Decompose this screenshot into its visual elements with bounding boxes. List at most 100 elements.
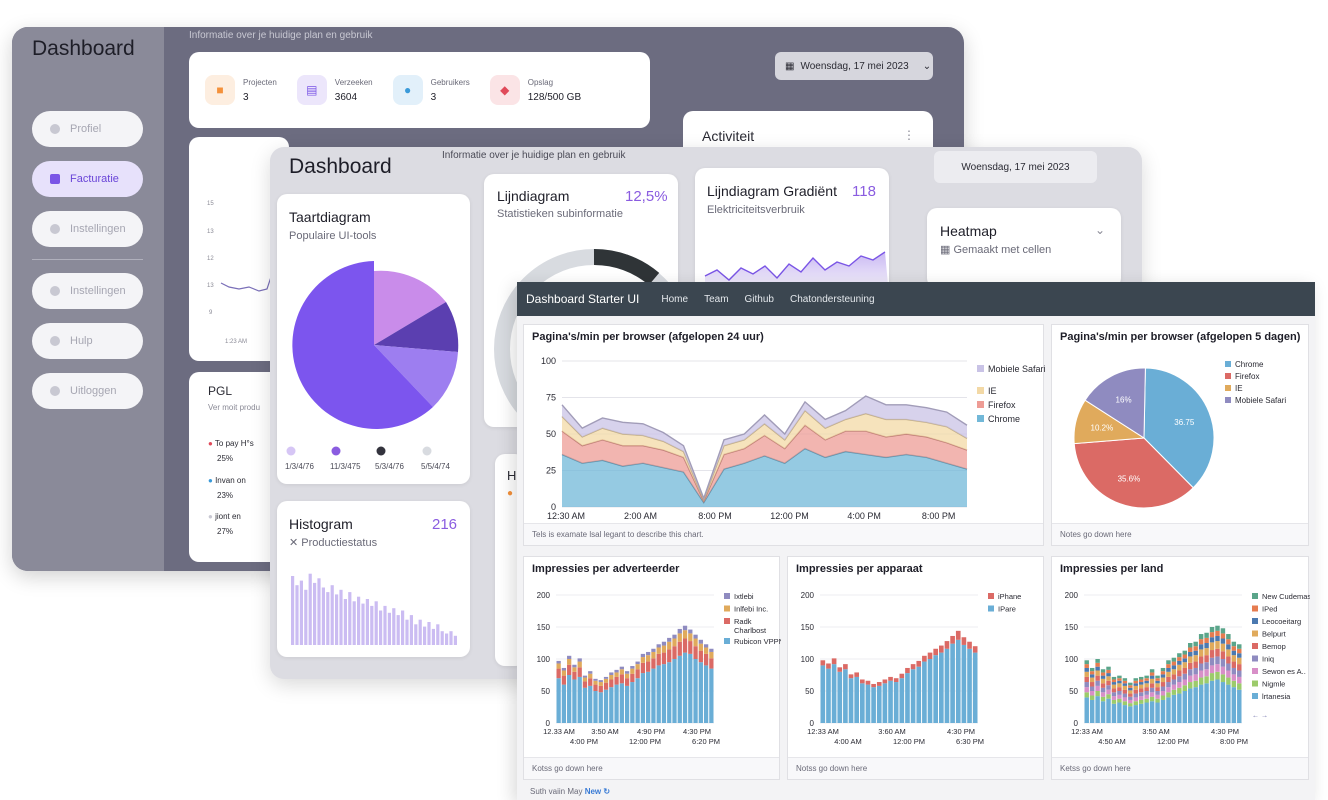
histogram-bar (440, 631, 444, 645)
bar-segment (1111, 688, 1117, 693)
bar-segment (1166, 660, 1171, 665)
bar-segment (1215, 656, 1220, 665)
bar-segment (567, 659, 572, 665)
bar-segment (672, 638, 677, 647)
bar-segment (598, 685, 603, 693)
bar-segment (593, 678, 598, 681)
sidebar-item-label: Profiel (70, 123, 102, 135)
legend-label: iPhane (998, 592, 1021, 601)
histogram-bar (291, 576, 295, 645)
bar-segment (667, 637, 672, 642)
bar-segment (1149, 687, 1155, 693)
date-label[interactable]: Woensdag, 17 mei 2023 (934, 151, 1097, 183)
bar-segment (703, 647, 709, 654)
bar-segment (1149, 701, 1155, 723)
bar-segment (561, 667, 567, 671)
bar-segment (1138, 679, 1144, 683)
bar-segment (1177, 687, 1182, 694)
bar-segment (661, 645, 667, 653)
sidebar-item-uitloggen[interactable]: Uitloggen (32, 373, 143, 409)
bar-segment (619, 669, 624, 675)
chevron-down-icon[interactable]: ⌄ (1095, 223, 1106, 237)
footer-link[interactable]: New ↻ (584, 787, 611, 796)
y-tick-label: 50 (805, 687, 814, 696)
bar-segment (588, 671, 593, 674)
bar-segment (1100, 675, 1106, 679)
bar-segment (1166, 682, 1171, 688)
bar-segment (614, 676, 619, 685)
histogram-bar (370, 605, 374, 645)
bar-segment (1188, 669, 1193, 676)
bar-segment (1171, 674, 1177, 680)
bar-segment (1204, 643, 1209, 649)
card-title: PGL (208, 384, 233, 398)
sidebar-item-profiel[interactable]: Profiel (32, 111, 143, 147)
bar-segment (1193, 674, 1198, 681)
sidebar-item-facturatie[interactable]: Facturatie (32, 161, 143, 197)
bar-segment (967, 648, 972, 723)
bar-segment (1171, 669, 1177, 675)
footer: Suth vaiin May New ↻ (530, 787, 610, 796)
more-icon[interactable]: ⋮ (903, 128, 915, 142)
bar-segment (1220, 643, 1226, 652)
bar-chart: 0 50 100 150 200 12:33 AM 3:50 AM 4:30 PM 4:50 A… (1065, 591, 1310, 746)
sidebar-item-instellingen[interactable]: Instellingen (32, 211, 143, 247)
histogram-bar (445, 633, 449, 645)
bar-segment (1133, 680, 1138, 684)
bar-segment (888, 680, 893, 723)
bar-segment (556, 660, 561, 664)
legend-label: IPed (1262, 605, 1277, 614)
bar-segment (1122, 693, 1128, 698)
bar-segment (955, 639, 961, 723)
bar-segment (1160, 671, 1166, 675)
bar-segment (939, 652, 944, 723)
close-icon: ✕ (289, 537, 302, 549)
pie-chart: 1/3/4/76 11/3/475 5/3/4/76 5/5/4/74 (285, 261, 459, 471)
x-tick-label: 12:33 AM (807, 727, 839, 736)
bar-segment (1182, 679, 1188, 686)
y-tick-label: 50 (1069, 687, 1078, 696)
bar-segment (1149, 692, 1155, 697)
sidebar-item-hulp[interactable]: Hulp (32, 323, 143, 359)
sidebar-item-instellingen-2[interactable]: Instellingen (32, 273, 143, 309)
bar-segment (709, 668, 714, 723)
bar-segment (860, 683, 865, 723)
card-title: Histogram (289, 516, 353, 532)
stat-value: 3604 (334, 91, 358, 103)
bar-segment (603, 689, 609, 723)
bar-segment (698, 662, 703, 723)
nav-chatondersteuning[interactable]: Chatondersteuning (790, 293, 875, 305)
area-series (562, 396, 967, 500)
date-picker[interactable]: ▦ Woensdag, 17 mei 2023 ⌄ (775, 52, 933, 80)
bar-segment (1166, 697, 1171, 723)
bar-segment (1128, 706, 1133, 723)
bar-segment (614, 669, 619, 673)
bar-segment (677, 641, 682, 656)
bar-segment (1133, 697, 1138, 702)
bar-segment (860, 679, 865, 684)
chevron-down-icon: ⌄ (922, 60, 932, 72)
histogram-bar (423, 626, 427, 645)
nav-home[interactable]: Home (661, 293, 689, 305)
bar-segment (1193, 650, 1198, 656)
bar-segment (1144, 683, 1149, 688)
bar-segment (1171, 684, 1177, 690)
nav-team[interactable]: Team (704, 293, 729, 305)
bar-segment (1193, 667, 1198, 675)
legend-dot (422, 446, 432, 456)
nav-github[interactable]: Github (744, 293, 774, 305)
bar-segment (1160, 686, 1166, 691)
x-tick-label: 1:23 AM (225, 339, 247, 345)
bar-segment (1111, 703, 1117, 723)
logout-icon (50, 386, 60, 396)
brand-title[interactable]: Dashboard Starter UI (526, 292, 640, 306)
bar-segment (1220, 682, 1226, 723)
bar-segment (1220, 666, 1226, 675)
pie-slice (1143, 367, 1215, 489)
legend-swatch (1225, 397, 1231, 403)
bar-segment (972, 646, 978, 653)
bar-segment (1204, 669, 1209, 677)
histogram-bar (339, 589, 343, 645)
bar-segment (582, 687, 588, 723)
bar-segment (1204, 676, 1209, 684)
